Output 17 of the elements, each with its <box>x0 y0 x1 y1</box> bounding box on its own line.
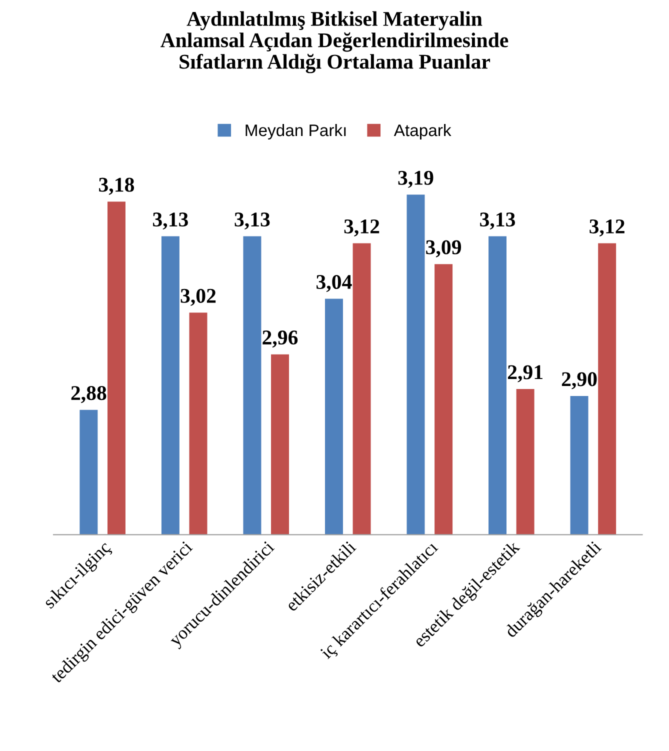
data-label: 3,09 <box>426 240 462 258</box>
data-label: 3,04 <box>316 274 352 292</box>
data-label: 3,12 <box>344 219 380 236</box>
data-label: 2,88 <box>71 386 106 404</box>
data-label: 3,13 <box>153 212 188 230</box>
chart-title: Aydınlatılmış Bitkisel Materyalin Anlamsal Açıdan Değerlendirilmesinde Sıfatların Aldığı Ortalama Puanlar <box>160 11 508 74</box>
legend-label: Meydan Parkı <box>246 124 346 140</box>
data-label: 2,96 <box>262 330 298 348</box>
data-label: 3,13 <box>480 212 516 230</box>
data-label: 3,19 <box>398 170 434 188</box>
data-label: 3,18 <box>99 178 134 195</box>
data-label: 3,12 <box>590 219 624 236</box>
data-label: 2,91 <box>508 365 542 382</box>
data-label: 3,02 <box>180 288 216 306</box>
legend-label: Atapark <box>394 124 452 140</box>
data-label: 3,13 <box>234 212 270 230</box>
data-label: 2,90 <box>562 372 597 390</box>
